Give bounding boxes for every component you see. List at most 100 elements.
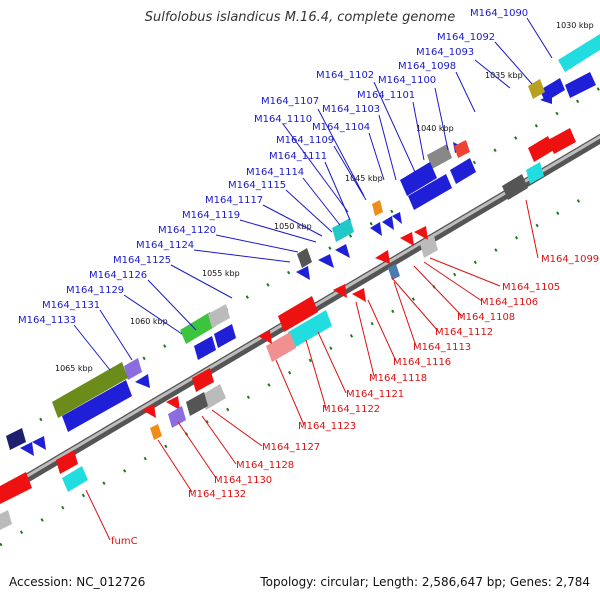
gene-label[interactable]: M164_1120 [158, 225, 216, 236]
gene-block[interactable] [454, 140, 470, 158]
gene-label[interactable]: M164_1098 [398, 61, 456, 72]
gene-block[interactable] [62, 466, 88, 492]
gene-arrow[interactable] [392, 212, 402, 224]
plus-labels: M164_1090 M164_1092 M164_1093 M164_1098 … [18, 8, 528, 326]
gene-label[interactable]: M164_1121 [346, 389, 404, 400]
gene-label[interactable]: M164_1123 [298, 421, 356, 432]
gene-block[interactable] [288, 310, 332, 348]
gene-label[interactable]: M164_1100 [378, 75, 436, 86]
gene-label[interactable]: M164_1108 [457, 312, 515, 323]
gene-block[interactable] [56, 450, 78, 474]
gene-block[interactable] [180, 312, 216, 344]
gene-label[interactable]: M164_1117 [205, 195, 263, 206]
gene-arrow[interactable] [296, 266, 310, 280]
gene-label[interactable]: M164_1111 [269, 151, 327, 162]
gene-arrow[interactable] [370, 222, 382, 236]
gene-arrow[interactable] [142, 404, 156, 418]
gene-block[interactable] [502, 174, 528, 200]
gene-block[interactable] [0, 510, 12, 530]
gene-block[interactable] [194, 336, 216, 360]
gene-block[interactable] [186, 392, 208, 416]
gene-arrow[interactable] [32, 436, 46, 450]
gene-label[interactable]: fumC [111, 536, 138, 547]
gene-label[interactable]: M164_1110 [254, 114, 312, 125]
gene-label[interactable]: M164_1107 [261, 96, 319, 107]
gene-block[interactable] [427, 144, 452, 169]
gene-label[interactable]: M164_1119 [182, 210, 240, 221]
gene-block[interactable] [540, 78, 565, 102]
gene-label[interactable]: M164_1103 [322, 104, 380, 115]
gene-arrow[interactable] [318, 254, 334, 268]
gene-block[interactable] [150, 424, 162, 440]
gene-label[interactable]: M164_1109 [276, 135, 334, 146]
gene-block[interactable] [450, 158, 476, 184]
gene-block[interactable] [214, 324, 236, 348]
gene-block[interactable] [408, 174, 452, 210]
plus-callouts [73, 17, 553, 371]
gene-label[interactable]: M164_1112 [435, 327, 493, 338]
gene-label[interactable]: M164_1128 [236, 460, 294, 471]
gene-block[interactable] [332, 218, 354, 242]
gene-block[interactable] [548, 128, 576, 154]
gene-block[interactable] [528, 79, 545, 99]
gene-arrow[interactable] [375, 250, 390, 264]
gene-block[interactable] [62, 380, 132, 432]
gene-block[interactable] [526, 162, 544, 184]
gene-label[interactable]: M164_1115 [228, 180, 286, 191]
gene-block[interactable] [266, 332, 296, 362]
gene-arrow[interactable] [382, 216, 394, 230]
gene-block[interactable] [565, 72, 596, 98]
gene-arrow[interactable] [333, 284, 347, 298]
gene-block[interactable] [168, 406, 186, 428]
gene-label[interactable]: M164_1132 [188, 489, 246, 500]
gene-label[interactable]: M164_1124 [136, 240, 194, 251]
gene-label[interactable]: M164_1131 [42, 300, 100, 311]
gene-label[interactable]: M164_1133 [18, 315, 76, 326]
gene-block[interactable] [388, 264, 400, 280]
gene-arrow[interactable] [335, 244, 350, 258]
gene-label[interactable]: M164_1127 [262, 442, 320, 453]
gene-label[interactable]: M164_1105 [502, 282, 560, 293]
gene-label[interactable]: M164_1126 [89, 270, 147, 281]
gene-label[interactable]: M164_1118 [369, 373, 427, 384]
gene-arrow[interactable] [540, 94, 552, 104]
gene-label[interactable]: M164_1102 [316, 70, 374, 81]
gene-block[interactable] [124, 358, 142, 380]
gene-label[interactable]: M164_1113 [413, 342, 471, 353]
gene-block[interactable] [400, 162, 437, 196]
gene-arrow[interactable] [414, 226, 428, 240]
gene-label[interactable]: M164_1104 [312, 122, 370, 133]
gene-block[interactable] [0, 472, 32, 504]
gene-arrow[interactable] [166, 396, 180, 410]
gene-block[interactable] [558, 34, 600, 72]
gene-label[interactable]: M164_1129 [66, 285, 124, 296]
gene-block[interactable] [278, 296, 318, 332]
gene-block[interactable] [6, 428, 26, 450]
gene-label[interactable]: M164_1090 [470, 8, 528, 19]
gene-arrow[interactable] [20, 442, 34, 456]
gene-block[interactable] [372, 200, 383, 216]
gene-arrow[interactable] [352, 288, 366, 302]
gene-block[interactable] [192, 368, 214, 392]
gene-label[interactable]: M164_1125 [113, 255, 171, 266]
gene-block[interactable] [420, 236, 438, 258]
gene-block[interactable] [528, 136, 554, 162]
gene-arrow[interactable] [400, 232, 414, 246]
gene-label[interactable]: M164_1101 [357, 90, 415, 101]
kbp-label: 1055 kbp [202, 269, 240, 278]
gene-block[interactable] [52, 362, 128, 418]
gene-arrow[interactable] [258, 330, 272, 344]
accession-text: Accession: NC_012726 [9, 575, 145, 589]
gene-label[interactable]: M164_1106 [480, 297, 538, 308]
gene-label[interactable]: M164_1099 [541, 254, 599, 265]
gene-label[interactable]: M164_1114 [246, 167, 304, 178]
gene-label[interactable]: M164_1116 [393, 357, 451, 368]
gene-label[interactable]: M164_1092 [437, 32, 495, 43]
gene-label[interactable]: M164_1130 [214, 475, 272, 486]
gene-block[interactable] [208, 304, 230, 328]
gene-block[interactable] [297, 248, 312, 268]
gene-label[interactable]: M164_1093 [416, 47, 474, 58]
gene-label[interactable]: M164_1122 [322, 404, 380, 415]
gene-arrow[interactable] [135, 374, 150, 388]
